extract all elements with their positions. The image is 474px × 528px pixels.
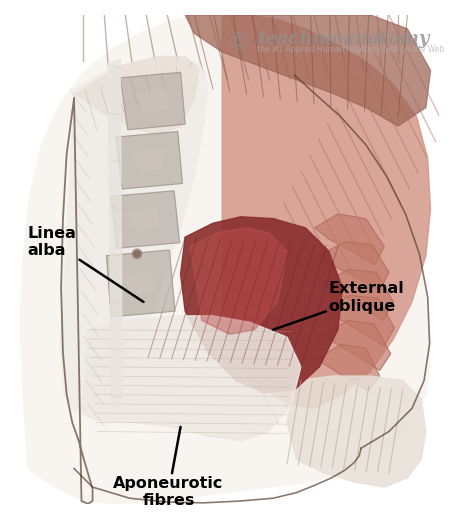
Polygon shape <box>222 15 430 409</box>
Polygon shape <box>315 214 384 265</box>
Polygon shape <box>82 316 301 441</box>
Polygon shape <box>60 59 208 413</box>
Circle shape <box>132 249 142 258</box>
Text: Aponeurotic
fibres: Aponeurotic fibres <box>113 427 224 508</box>
Polygon shape <box>120 72 185 130</box>
Polygon shape <box>137 89 168 113</box>
Polygon shape <box>190 228 287 334</box>
Polygon shape <box>129 208 159 232</box>
Polygon shape <box>109 59 122 409</box>
Text: teachmeanatomy: teachmeanatomy <box>257 30 430 48</box>
Polygon shape <box>287 376 426 487</box>
Polygon shape <box>111 191 180 248</box>
Polygon shape <box>76 56 199 135</box>
Text: External
oblique: External oblique <box>273 281 404 329</box>
Polygon shape <box>124 271 154 296</box>
Polygon shape <box>322 320 391 371</box>
Polygon shape <box>20 15 430 504</box>
Polygon shape <box>116 131 182 189</box>
Polygon shape <box>133 148 164 172</box>
Polygon shape <box>324 296 394 346</box>
Polygon shape <box>185 15 430 126</box>
Polygon shape <box>319 242 389 291</box>
Text: Linea
alba: Linea alba <box>28 225 144 302</box>
Text: the #1 Applied Human Anatomy Site on the Web: the #1 Applied Human Anatomy Site on the… <box>257 44 445 53</box>
Polygon shape <box>317 345 380 391</box>
Circle shape <box>134 251 140 257</box>
Polygon shape <box>181 217 343 393</box>
Text: ©: © <box>226 32 251 55</box>
Polygon shape <box>107 250 175 317</box>
Polygon shape <box>322 269 393 320</box>
